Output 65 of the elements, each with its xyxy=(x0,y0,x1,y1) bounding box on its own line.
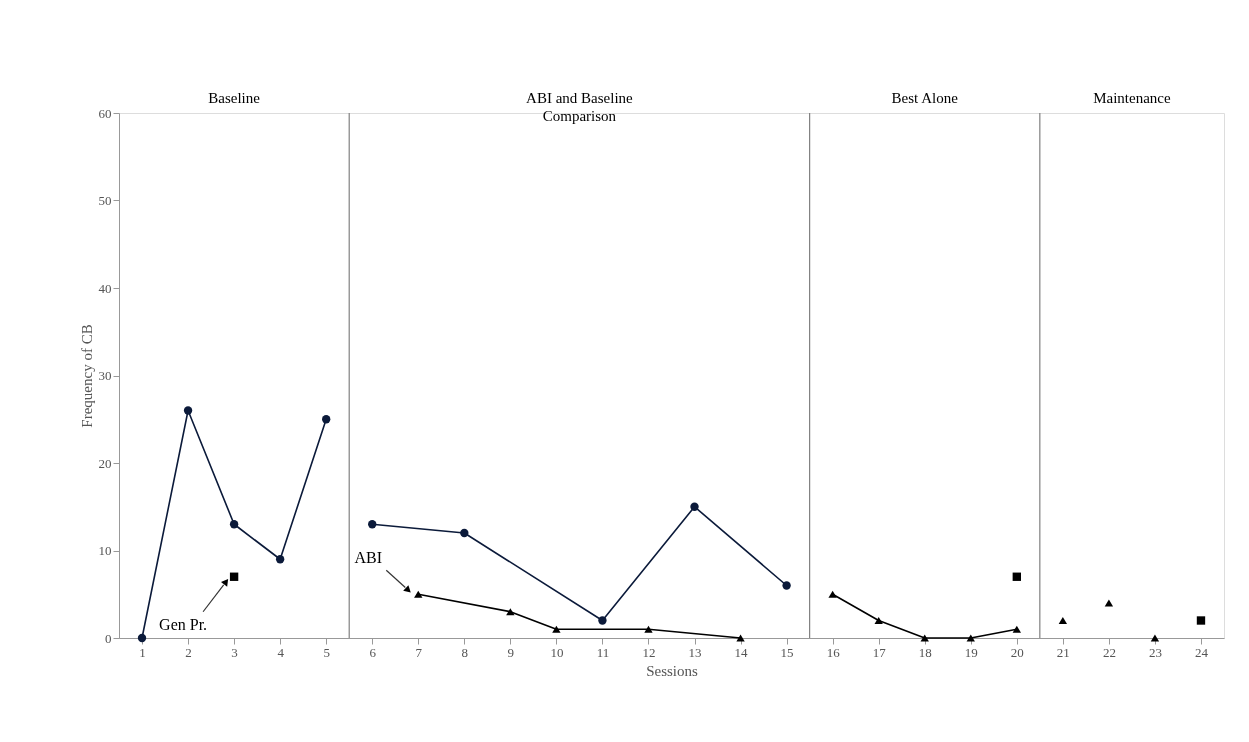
point xyxy=(183,406,193,415)
x-tick-label: 17 xyxy=(872,644,887,660)
x-tick-label: 19 xyxy=(964,644,978,660)
x-tick-label: 22 xyxy=(1102,644,1116,660)
point xyxy=(229,572,239,581)
point xyxy=(1196,616,1206,625)
point xyxy=(460,528,469,538)
point xyxy=(137,633,147,643)
point xyxy=(1012,625,1021,633)
point xyxy=(966,634,975,642)
point xyxy=(1104,599,1114,607)
x-tick-label: 21 xyxy=(1056,644,1070,660)
y-tick-label: 0 xyxy=(105,630,112,646)
point xyxy=(874,616,883,625)
x-tick-label: 13 xyxy=(688,644,702,660)
x-tick-label: 5 xyxy=(323,644,330,660)
x-tick-label: 10 xyxy=(550,644,564,660)
point xyxy=(736,634,745,642)
point xyxy=(229,520,239,529)
text: Best Alone xyxy=(891,90,959,106)
point xyxy=(368,520,377,529)
y-tick-label: 30 xyxy=(98,368,112,383)
y-tick-label: 40 xyxy=(98,280,112,296)
text: Baseline xyxy=(208,90,261,106)
point xyxy=(414,590,423,598)
x-tick-label: 6 xyxy=(369,644,377,660)
x-tick-label: 23 xyxy=(1148,644,1162,660)
x-tick-label: 16 xyxy=(826,644,841,660)
x-tick-label: 4 xyxy=(277,644,285,660)
point xyxy=(920,634,929,642)
x-tick-label: 8 xyxy=(461,644,469,660)
y-tick-label: 20 xyxy=(98,455,112,471)
point xyxy=(1150,634,1160,642)
x-tick-label: 3 xyxy=(231,644,238,660)
text: Maintenance xyxy=(1093,90,1171,106)
point xyxy=(690,502,699,511)
point xyxy=(552,625,561,633)
annotation: ABI xyxy=(354,549,383,567)
x-tick-label: 18 xyxy=(918,644,932,660)
x-tick-label: 15 xyxy=(780,644,794,660)
x-axis-title: Sessions xyxy=(646,662,698,679)
point xyxy=(1058,616,1068,625)
point xyxy=(644,625,653,633)
y-tick-label: 50 xyxy=(98,193,112,208)
x-tick-label: 7 xyxy=(415,644,423,660)
x-tick-label: 20 xyxy=(1010,644,1024,660)
y-axis-title: Frequency of CB xyxy=(78,324,95,428)
annotation: ABI and Baseline Comparison xyxy=(526,90,634,124)
y-tick-label: 60 xyxy=(98,105,112,121)
x-tick-label: 2 xyxy=(185,644,192,660)
point xyxy=(506,608,515,616)
point xyxy=(275,555,285,564)
point xyxy=(828,590,837,598)
point xyxy=(782,581,791,590)
x-tick-label: 14 xyxy=(734,644,749,660)
point xyxy=(1012,572,1021,581)
x-tick-label: 1 xyxy=(139,644,146,660)
annotation: Gen Pr. xyxy=(159,615,208,633)
x-tick-label: 11 xyxy=(596,644,610,660)
x-tick-label: 12 xyxy=(642,644,656,660)
point xyxy=(598,616,607,625)
x-tick-label: 24 xyxy=(1194,644,1209,660)
y-tick-label: 10 xyxy=(98,543,112,558)
x-tick-label: 9 xyxy=(507,644,515,660)
point xyxy=(322,415,331,424)
